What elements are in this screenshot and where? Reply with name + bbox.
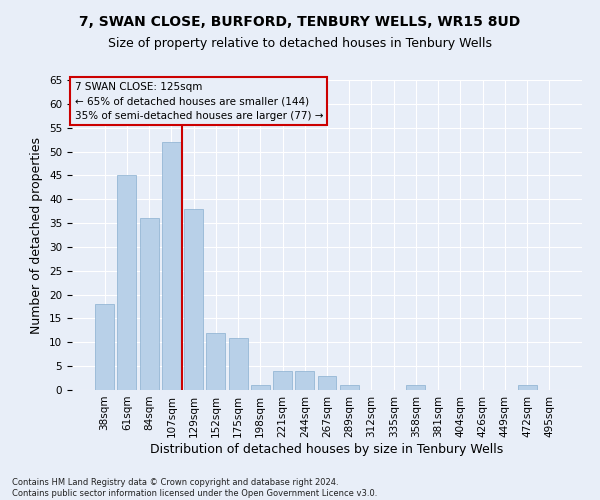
Text: 7 SWAN CLOSE: 125sqm
← 65% of detached houses are smaller (144)
35% of semi-deta: 7 SWAN CLOSE: 125sqm ← 65% of detached h…: [74, 82, 323, 121]
Bar: [118, 176, 136, 390]
Text: Contains HM Land Registry data © Crown copyright and database right 2024.
Contai: Contains HM Land Registry data © Crown c…: [12, 478, 377, 498]
Bar: [317, 376, 337, 390]
Text: 7, SWAN CLOSE, BURFORD, TENBURY WELLS, WR15 8UD: 7, SWAN CLOSE, BURFORD, TENBURY WELLS, W…: [79, 15, 521, 29]
Bar: [229, 338, 248, 390]
Bar: [140, 218, 158, 390]
Bar: [273, 371, 292, 390]
Bar: [518, 385, 536, 390]
Bar: [251, 385, 270, 390]
Bar: [184, 209, 203, 390]
Bar: [206, 333, 225, 390]
Text: Size of property relative to detached houses in Tenbury Wells: Size of property relative to detached ho…: [108, 38, 492, 51]
Bar: [95, 304, 114, 390]
Bar: [406, 385, 425, 390]
X-axis label: Distribution of detached houses by size in Tenbury Wells: Distribution of detached houses by size …: [151, 442, 503, 456]
Bar: [295, 371, 314, 390]
Bar: [162, 142, 181, 390]
Bar: [340, 385, 359, 390]
Y-axis label: Number of detached properties: Number of detached properties: [31, 136, 43, 334]
